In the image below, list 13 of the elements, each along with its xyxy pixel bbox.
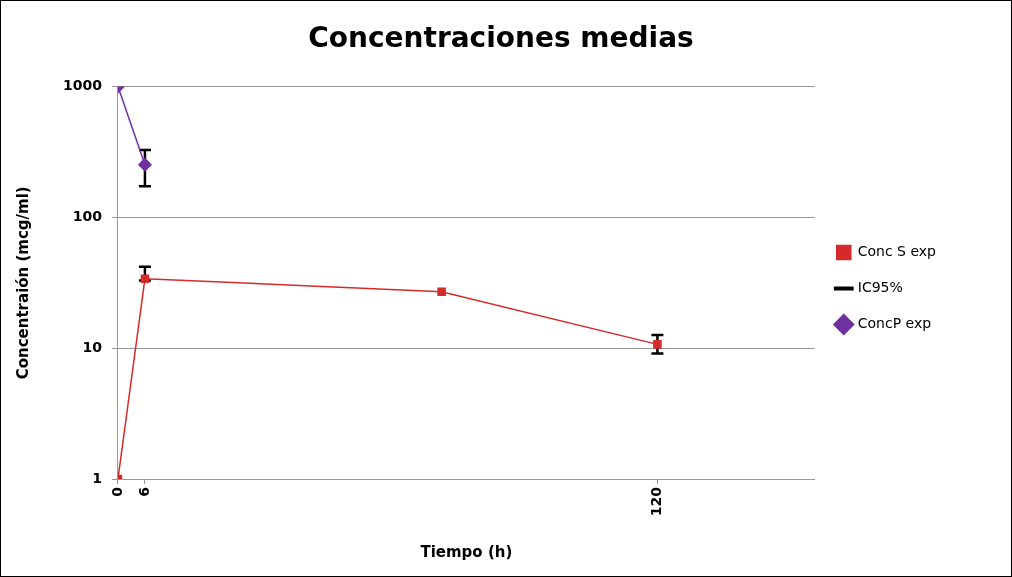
x-tick-label: 0 [108, 486, 125, 497]
x-tick-label: 120 [648, 486, 665, 517]
text: IC95% [857, 279, 903, 296]
y-tick-label: 1000 [63, 77, 103, 94]
x-axis-title: Tiempo (h) [420, 542, 513, 561]
y-axis-title: Concentraión (mcg/ml) [13, 186, 32, 380]
y-tick-label: 10 [82, 338, 103, 355]
chart-title: Concentraciones medias [308, 21, 694, 55]
y-tick-label: 100 [72, 208, 103, 225]
x-tick-label: 6 [135, 487, 152, 497]
legend-label: Conc S exp [857, 243, 937, 260]
y-tick-label: 1 [92, 469, 102, 486]
legend-label: ConcP exp [857, 315, 932, 332]
